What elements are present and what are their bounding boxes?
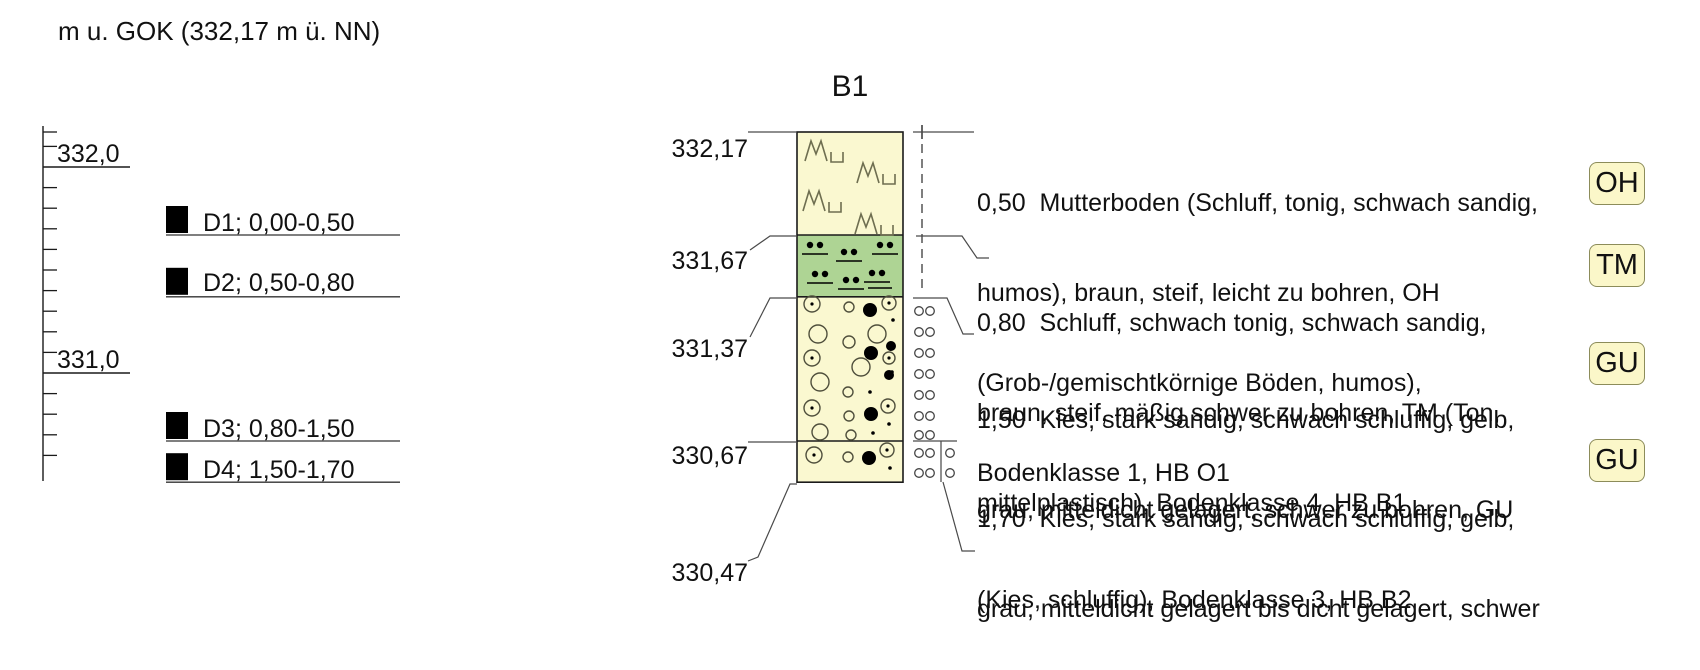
description-line: mittelplastisch), Bodenklasse 4, HB B1 bbox=[977, 489, 1407, 517]
elevation-label: 330,47 bbox=[671, 559, 748, 587]
description-line: (Grob-/gemischtkörnige Böden, humos), bbox=[977, 369, 1422, 397]
description-line: (Kies, schluffig), Bodenklasse 3, HB B2 bbox=[977, 586, 1412, 614]
description-line: 1,70 Kies, stark sandig, schwach schluff… bbox=[977, 505, 1515, 533]
layer-description: 0,50 Mutterboden (Schluff, tonig, schwac… bbox=[977, 128, 1538, 548]
elevation-label: 331,67 bbox=[671, 247, 748, 275]
soil-group-badge: GU bbox=[1589, 342, 1645, 385]
sample-label: D4; 1,50-1,70 bbox=[203, 456, 355, 484]
sample-label: D1; 0,00-0,50 bbox=[203, 209, 355, 237]
soil-group-badge: OH bbox=[1589, 162, 1645, 205]
layer-description: 0,80 Schluff, schwach tonig, schwach san… bbox=[977, 248, 1500, 578]
description-line: 0,50 Mutterboden (Schluff, tonig, schwac… bbox=[977, 189, 1538, 217]
leader-lines bbox=[747, 131, 989, 562]
description-line: grau, mitteldicht gelagert bis dicht gel… bbox=[977, 595, 1540, 623]
layer-pattern-silt bbox=[802, 241, 898, 290]
casing-line bbox=[914, 125, 955, 482]
elevation-label: 331,37 bbox=[671, 335, 748, 363]
layer-pattern-gravel bbox=[803, 295, 897, 470]
borehole-title: B1 bbox=[831, 70, 869, 103]
description-line: Bodenklasse 1, HB O1 bbox=[977, 459, 1230, 487]
soil-group-badge: GU bbox=[1589, 439, 1645, 482]
ruler-label: 332,0 bbox=[57, 140, 120, 168]
description-line: braun, steif, mäßig schwer zu bohren, TM… bbox=[977, 399, 1501, 427]
page-title: m u. GOK (332,17 m ü. NN) bbox=[58, 16, 381, 46]
sample-label: D3; 0,80-1,50 bbox=[203, 415, 355, 443]
soil-group-badge: TM bbox=[1589, 244, 1645, 287]
description-line: grau, mitteldicht gelagert, schwer zu bo… bbox=[977, 496, 1514, 524]
sample-markers bbox=[166, 206, 400, 483]
layer-description: 1,50 Kies, stark sandig, schwach schluff… bbox=[977, 345, 1514, 670]
description-line: 1,50 Kies, stark sandig, schwach schluff… bbox=[977, 406, 1515, 434]
ruler-label: 331,0 bbox=[57, 346, 120, 374]
description-line: humos), braun, steif, leicht zu bohren, … bbox=[977, 279, 1440, 307]
description-line: 0,80 Schluff, schwach tonig, schwach san… bbox=[977, 309, 1487, 337]
elevation-label: 330,67 bbox=[671, 442, 748, 470]
sample-label: D2; 0,50-0,80 bbox=[203, 269, 355, 297]
elevation-label: 332,17 bbox=[671, 135, 748, 163]
layer-pattern-topsoil bbox=[802, 138, 896, 236]
elevation-ruler bbox=[42, 126, 130, 481]
layer-description: 1,70 Kies, stark sandig, schwach schluff… bbox=[977, 444, 1540, 670]
